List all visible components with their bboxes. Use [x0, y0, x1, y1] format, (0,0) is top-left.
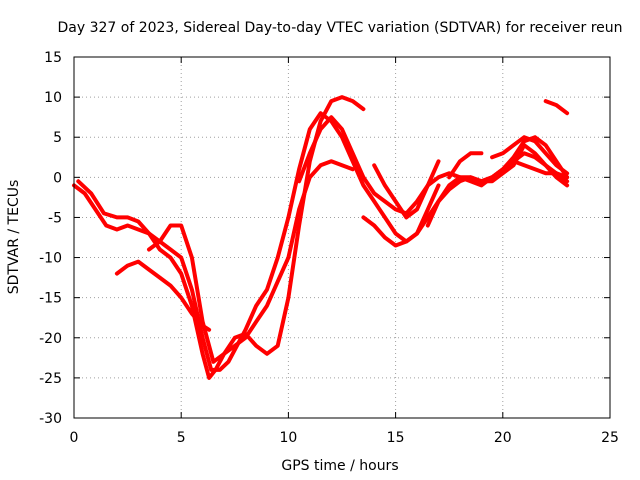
- x-tick-label: 20: [494, 430, 512, 446]
- plot-frame: [73, 56, 611, 419]
- series-track-3: [114, 259, 212, 332]
- x-tick-label: 0: [70, 430, 79, 446]
- series-track-4: [147, 159, 355, 364]
- series-track-5: [297, 115, 570, 216]
- series-track-10: [447, 151, 484, 180]
- y-tick-label: -10: [39, 251, 62, 267]
- x-tick-label: 5: [177, 430, 186, 446]
- x-axis-label: GPS time / hours: [281, 458, 398, 474]
- series-layer: [72, 95, 570, 380]
- y-tick-label: 15: [44, 50, 62, 66]
- series-track-1: [72, 111, 441, 372]
- series-track-9: [425, 143, 570, 228]
- y-axis-label: SDTVAR / TECUs: [6, 180, 22, 295]
- y-tick-label: 10: [44, 90, 62, 106]
- y-tick-label: -5: [48, 210, 62, 226]
- series-track-7: [372, 159, 441, 220]
- series-track-11: [490, 135, 570, 176]
- chart-title: Day 327 of 2023, Sidereal Day-to-day VTE…: [57, 20, 622, 36]
- y-tick-label: -20: [39, 331, 62, 347]
- x-tick-label: 10: [279, 430, 297, 446]
- y-tick-label: -30: [39, 411, 62, 427]
- series-track-2: [76, 95, 366, 380]
- x-tick-label: 25: [601, 430, 619, 446]
- y-tick-label: -25: [39, 371, 62, 387]
- y-tick-label: 0: [53, 170, 62, 186]
- series-track-12: [543, 99, 570, 116]
- y-tick-label: -15: [39, 291, 62, 307]
- y-tick-label: 5: [53, 130, 62, 146]
- axis-ticks: 0 5 10 15 20 25 -30 -25 -20 -15 -10 -5 0 5 10 15: [39, 50, 619, 446]
- x-tick-label: 15: [387, 430, 405, 446]
